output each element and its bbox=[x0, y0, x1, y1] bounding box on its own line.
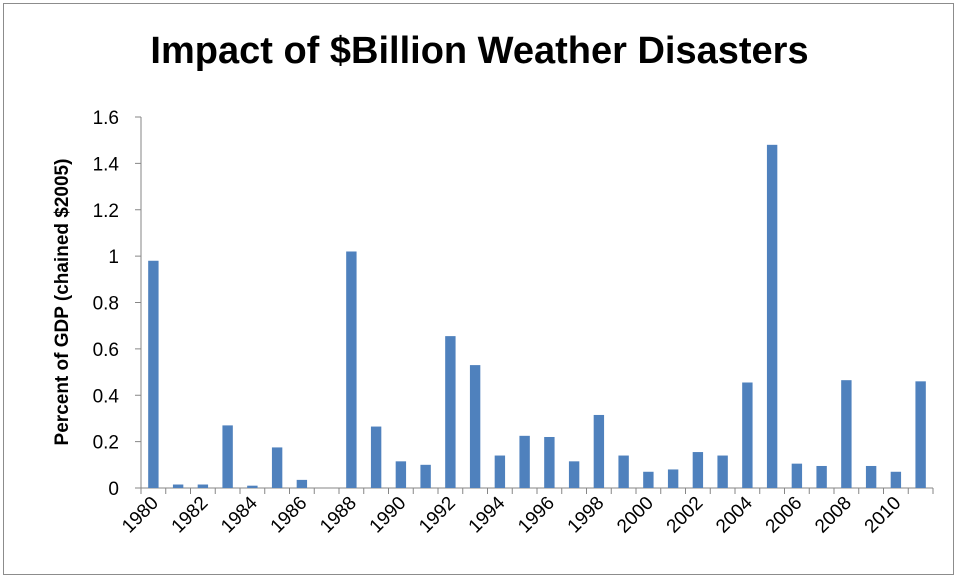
bar-1995 bbox=[519, 435, 530, 488]
x-tick-label: 1996 bbox=[514, 493, 559, 538]
x-tick-label: 1998 bbox=[564, 493, 609, 538]
bar-2009 bbox=[865, 465, 877, 488]
bar-1993 bbox=[469, 365, 481, 488]
bar-2003 bbox=[717, 455, 728, 488]
x-tick-label: 1990 bbox=[366, 493, 411, 538]
x-tick-label: 1982 bbox=[168, 493, 213, 538]
bar-1986 bbox=[296, 479, 308, 488]
bar-2011 bbox=[915, 381, 926, 488]
y-tick-label: 0.6 bbox=[93, 340, 119, 361]
x-tick-label: 2006 bbox=[762, 493, 807, 538]
bar-1980 bbox=[148, 260, 159, 488]
y-axis-ticks: 0 0.2 0.4 0.6 0.8 1 1.2 1.4 1.6 bbox=[93, 108, 141, 500]
x-tick-label: 2002 bbox=[663, 493, 708, 538]
y-tick-label: 1.2 bbox=[93, 201, 119, 222]
bar-1982 bbox=[197, 484, 209, 488]
y-tick-label: 0.4 bbox=[93, 386, 120, 407]
bar-2008 bbox=[841, 380, 852, 488]
bar-2007 bbox=[816, 465, 827, 488]
x-tick-label: 1992 bbox=[415, 493, 460, 538]
y-tick-label: 0 bbox=[108, 479, 119, 500]
y-tick-label: 1.6 bbox=[93, 108, 119, 129]
bar-2002 bbox=[692, 452, 704, 488]
x-tick-label: 1980 bbox=[118, 493, 163, 538]
y-tick-label: 1.4 bbox=[93, 154, 120, 175]
x-tick-label: 2004 bbox=[712, 492, 757, 537]
bar-1998 bbox=[593, 414, 605, 488]
bar-1996 bbox=[544, 436, 555, 488]
x-tick-label: 1984 bbox=[217, 492, 262, 537]
x-tick-label: 1988 bbox=[316, 493, 361, 538]
bar-1991 bbox=[420, 464, 431, 488]
y-axis-label: Percent of GDP (chained $2005) bbox=[52, 159, 73, 446]
bar-2000 bbox=[643, 471, 654, 488]
y-tick-label: 1 bbox=[108, 247, 119, 268]
axes bbox=[140, 117, 933, 489]
bars bbox=[148, 144, 926, 488]
bar-1981 bbox=[172, 484, 184, 488]
bar-2001 bbox=[667, 469, 679, 488]
bar-2005 bbox=[766, 144, 778, 488]
x-tick-label: 2008 bbox=[811, 493, 856, 538]
y-tick-label: 0.8 bbox=[93, 294, 119, 315]
bar-1999 bbox=[618, 455, 629, 488]
x-axis-ticks: 1980 1982 1984 1986 1988 1990 1992 1994 1996 1998… bbox=[118, 488, 934, 538]
bar-1994 bbox=[494, 455, 506, 488]
bar-1983 bbox=[222, 425, 233, 488]
bar-1989 bbox=[370, 426, 382, 488]
bar-2006 bbox=[791, 463, 803, 488]
x-tick-label: 1994 bbox=[465, 492, 510, 537]
y-tick-label: 0.2 bbox=[93, 433, 119, 454]
bar-1990 bbox=[395, 461, 407, 488]
bar-2010 bbox=[890, 471, 902, 488]
bar-1985 bbox=[271, 447, 283, 488]
x-tick-label: 1986 bbox=[267, 493, 312, 538]
bar-1988 bbox=[346, 251, 357, 488]
x-tick-label: 2000 bbox=[613, 493, 658, 538]
bar-2004 bbox=[742, 382, 753, 488]
bar-1992 bbox=[445, 336, 456, 488]
x-tick-label: 2010 bbox=[861, 493, 906, 538]
bar-1984 bbox=[247, 485, 258, 488]
chart-title: Impact of $Billion Weather Disasters bbox=[150, 30, 809, 72]
bar-1997 bbox=[568, 461, 580, 488]
